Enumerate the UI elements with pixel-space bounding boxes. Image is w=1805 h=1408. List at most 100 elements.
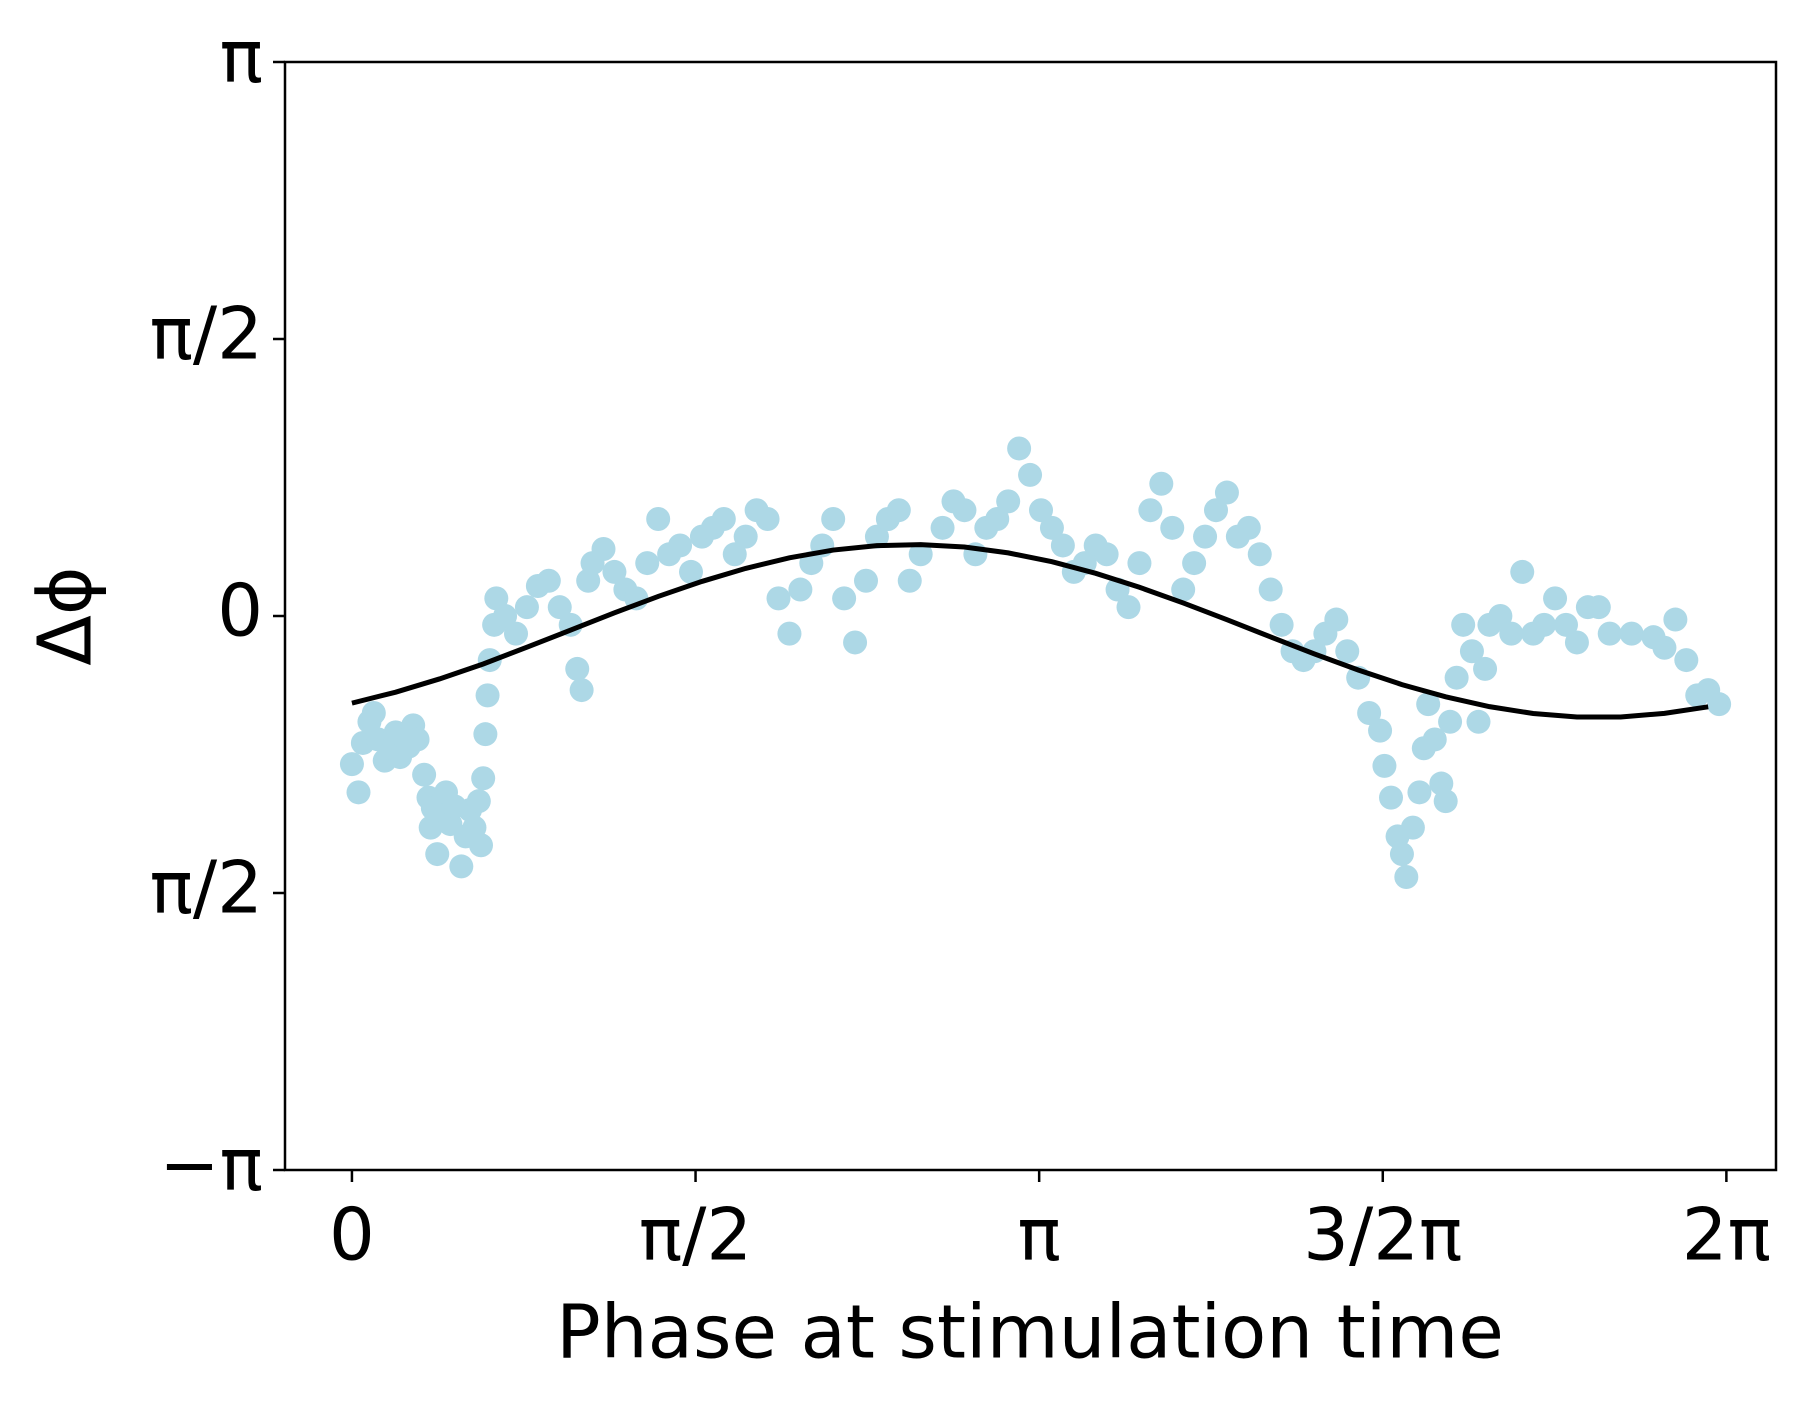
scatter-point [1160,515,1185,540]
scatter-point [821,507,846,532]
scatter-point [897,568,922,593]
scatter-point [339,752,364,777]
scatter-point [722,542,747,567]
scatter-point [1510,559,1535,584]
scatter-point [1116,595,1141,620]
scatter-point [536,568,561,593]
scatter-point [1127,551,1152,576]
scatter-point [1214,480,1239,505]
scatter-point [1050,533,1075,558]
scatter-point [1422,727,1447,752]
y-tick-label: −π [159,1123,263,1207]
scatter-point [1039,515,1064,540]
scatter-point [1433,789,1458,814]
scatter-point [864,524,889,549]
scatter-point [1204,498,1228,523]
scatter-point [1444,665,1469,690]
scatter-point [1554,612,1578,637]
y-tick-label: π/2 [150,846,263,930]
fit-line [351,542,1709,720]
scatter-point [1586,595,1611,620]
scatter-point [1018,462,1043,487]
scatter-point [1094,542,1119,567]
scatter-point [788,577,813,602]
scatter-point [1324,607,1349,632]
scatter-point [1007,436,1032,461]
x-tick-label: 3/2π [1303,1193,1462,1277]
scatter-point [1372,753,1397,778]
scatter-point [412,762,437,787]
scatter-point [425,842,450,867]
scatter-point [1335,639,1360,664]
scatter-point [679,559,703,584]
scatter-point [1652,635,1677,660]
y-axis-label: Δϕ [23,566,109,665]
x-axis-label: Phase at stimulation time [556,1290,1504,1376]
scatter-point [1451,612,1476,637]
scatter-point [1416,692,1441,717]
y-tick-label: 0 [217,569,263,653]
scatter-point [1663,607,1688,632]
scatter-point [1389,842,1414,867]
scatter-point [1269,612,1294,637]
scatter-point [1357,700,1382,725]
scatter-point [1247,542,1272,567]
scatter-point [930,515,955,540]
scatter-point [1499,621,1524,646]
scatter-point [1564,630,1589,655]
scatter-point [1193,524,1218,549]
scatter-point [449,854,474,879]
scatter-point [1473,656,1498,681]
x-tick-label: π [1017,1193,1060,1277]
scatter-point [475,683,500,708]
scatter-point [1543,586,1568,611]
scatter-point [996,489,1021,514]
scatter-point [1149,471,1174,496]
y-tick-label: π [220,15,263,99]
scatter-point [635,551,660,576]
scatter-point [405,727,430,752]
x-tick-label: 2π [1682,1193,1771,1277]
scatter-point [547,595,572,620]
scatter-point [1394,864,1419,889]
scatter-point [1029,498,1053,523]
scatter-point [1400,815,1425,840]
x-tick-label: 0 [329,1193,375,1277]
scatter-point [469,833,493,858]
scatter-point [1674,648,1699,673]
scatter-point [843,630,868,655]
scatter-point [733,524,758,549]
scatter-point [854,568,878,593]
scatter-point [766,586,791,611]
scatter-point [466,789,491,814]
scatter-point [777,621,802,646]
scatter-point [471,766,496,791]
scatter-point [602,559,627,584]
scatter-point [908,542,933,567]
scatter-point [832,586,857,611]
scatter-point [755,507,780,532]
scatter-point [504,621,528,646]
scatter-point [952,498,977,523]
scatter-point [1619,621,1644,646]
scatter-point [1532,612,1557,637]
scatter-point [1466,709,1491,734]
scatter-point [1407,780,1432,805]
y-tick-label: π/2 [150,292,263,376]
scatter-point [668,533,693,558]
scatter-point [1379,785,1403,810]
scatter-point [1138,498,1163,523]
scatter-point [1438,709,1463,734]
scatter-point [473,722,498,747]
scatter-point [1707,692,1732,717]
scatter-point [1459,639,1484,664]
scatter-point [569,678,594,703]
scatter-point [361,700,386,725]
scatter-point [646,507,671,532]
scatter-point [565,656,590,681]
scatter-point [711,507,736,532]
scatter-point [514,595,539,620]
x-tick-label: π/2 [639,1193,752,1277]
scatter-point [1488,604,1513,628]
